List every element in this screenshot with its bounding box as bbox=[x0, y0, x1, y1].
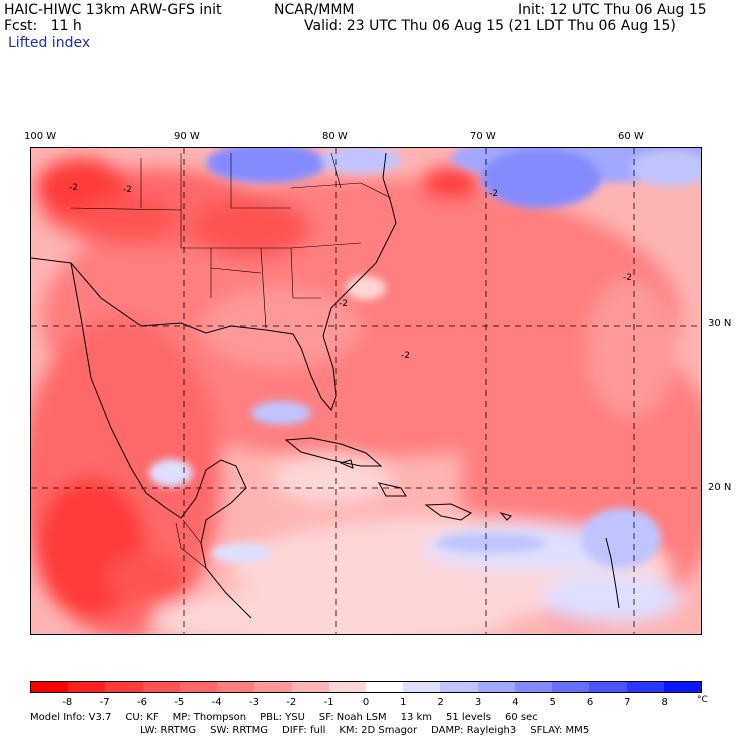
grid-lines bbox=[31, 148, 701, 634]
model-info-item: Model Info: V3.7 bbox=[30, 712, 112, 723]
colorbar-tick-label: 6 bbox=[586, 697, 594, 708]
model-info-item: MP: Thompson bbox=[172, 712, 247, 723]
lon-label-70w: 70 W bbox=[470, 131, 496, 142]
model-info-item: SFLAY: MM5 bbox=[530, 725, 590, 736]
colorbar-segment bbox=[31, 682, 69, 692]
contour-label: -2 bbox=[623, 273, 632, 283]
field-name: Lifted index bbox=[8, 35, 91, 51]
colorbar-segment bbox=[552, 682, 590, 692]
contour-label: -2 bbox=[339, 299, 348, 309]
colorbar-tick-label: -6 bbox=[137, 697, 147, 708]
colorbar-tick-label: -7 bbox=[99, 697, 110, 708]
model-info-item: 60 sec bbox=[504, 712, 538, 723]
colorbar-unit: °C bbox=[697, 695, 708, 705]
colorbar-tick-label: 3 bbox=[474, 697, 482, 708]
colorbar-segment bbox=[291, 682, 329, 692]
colorbar-segment bbox=[68, 682, 106, 692]
colorbar-tick-label: -1 bbox=[323, 697, 334, 708]
model-info-item: 51 levels bbox=[446, 712, 491, 723]
colorbar-tick-label: -2 bbox=[286, 697, 297, 708]
lat-label-30n: 30 N bbox=[708, 318, 732, 329]
colorbar-tick-label: 0 bbox=[362, 697, 370, 708]
colorbar-segment bbox=[589, 682, 627, 692]
colorbar-segment bbox=[403, 682, 441, 692]
model-info-item: CU: KF bbox=[125, 712, 159, 723]
colorbar-tick-label: 2 bbox=[437, 697, 444, 708]
contour-labels: -2 -2 -2 -2 -2 -2 bbox=[69, 183, 632, 361]
colorbar-segment bbox=[514, 682, 553, 692]
colorbar-segment bbox=[105, 682, 143, 692]
colorbar-segment bbox=[626, 682, 664, 692]
colorbar-tick-label: 5 bbox=[549, 697, 556, 708]
lon-label-80w: 80 W bbox=[322, 131, 348, 142]
colorbar-tick-label: -4 bbox=[211, 697, 222, 708]
contour-label: -2 bbox=[69, 183, 78, 193]
political-boundaries bbox=[70, 152, 392, 569]
valid-time: Valid: 23 UTC Thu 06 Aug 15 (21 LDT Thu … bbox=[304, 18, 676, 34]
init-time: Init: 12 UTC Thu 06 Aug 15 bbox=[518, 2, 707, 18]
lon-label-60w: 60 W bbox=[618, 131, 644, 142]
colorbar-tick-label: 4 bbox=[512, 697, 519, 708]
forecast-hour: Fcst: 11 h bbox=[4, 18, 82, 34]
lat-label-20n: 20 N bbox=[708, 482, 732, 493]
colorbar-tick-label: -8 bbox=[62, 697, 73, 708]
colorbar-segment bbox=[217, 682, 255, 692]
colorbar-tick-label: -5 bbox=[174, 697, 185, 708]
contour-label: -2 bbox=[123, 185, 132, 195]
contour-label: -2 bbox=[401, 351, 410, 361]
org-label: NCAR/MMM bbox=[274, 2, 355, 18]
contour-label: -2 bbox=[489, 189, 498, 199]
colorbar bbox=[30, 681, 702, 693]
colorbar-tick-label: 1 bbox=[400, 697, 407, 708]
shaded-field bbox=[31, 148, 701, 634]
colorbar-segment bbox=[663, 682, 701, 692]
model-info-item: LW: RRTMG bbox=[140, 725, 197, 736]
colorbar-segment bbox=[179, 682, 218, 692]
colorbar-segment bbox=[365, 682, 404, 692]
colorbar-segment bbox=[328, 682, 366, 692]
model-info-item: PBL: YSU bbox=[260, 712, 305, 723]
model-info-item: DIFF: full bbox=[282, 725, 326, 736]
colorbar-tick-label: -3 bbox=[249, 697, 259, 708]
model-info-line-1: Model Info: V3.7 CU: KF MP: Thompson PBL: Y… bbox=[30, 712, 552, 723]
model-info-item: KM: 2D Smagor bbox=[339, 725, 418, 736]
colorbar-segment bbox=[440, 682, 478, 692]
colorbar-tick-label: 8 bbox=[661, 697, 668, 708]
model-info-item: SW: RRTMG bbox=[210, 725, 269, 736]
lon-label-100w: 100 W bbox=[24, 131, 57, 142]
model-info-item: 13 km bbox=[400, 712, 433, 723]
model-info-item: SF: Noah LSM bbox=[318, 712, 387, 723]
model-info-item: DAMP: Rayleigh3 bbox=[431, 725, 517, 736]
lon-label-90w: 90 W bbox=[174, 131, 200, 142]
colorbar-segment bbox=[254, 682, 292, 692]
colorbar-segment bbox=[142, 682, 180, 692]
lifted-index-map: -2 -2 -2 -2 -2 -2 bbox=[30, 147, 702, 635]
colorbar-tick-label: 7 bbox=[624, 697, 631, 708]
model-title: HAIC-HIWC 13km ARW-GFS init bbox=[4, 2, 222, 18]
model-info-line-2: LW: RRTMG SW: RRTMG DIFF: full KM: 2D Smago… bbox=[140, 725, 603, 736]
colorbar-segment bbox=[477, 682, 515, 692]
